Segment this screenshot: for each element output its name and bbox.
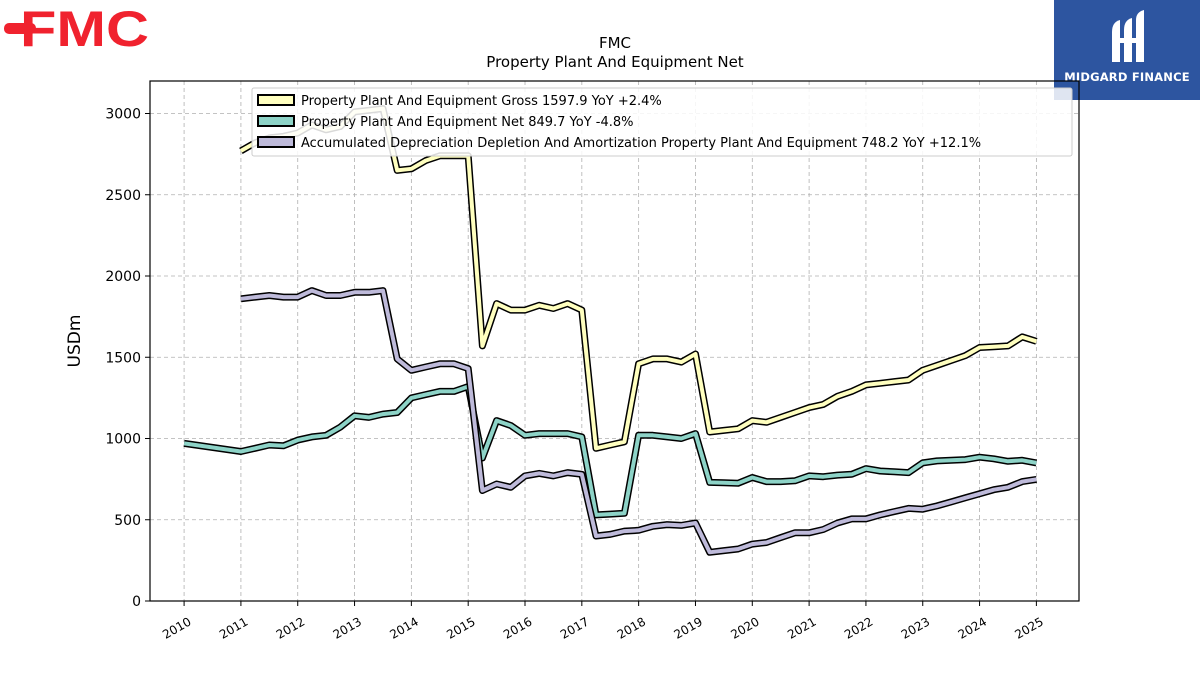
chart-grid xyxy=(150,81,1079,601)
x-tick-label: 2012 xyxy=(274,614,307,641)
y-axis-label: USDm xyxy=(65,315,85,368)
legend-swatch-0 xyxy=(257,94,295,106)
x-tick-label: 2013 xyxy=(331,614,364,641)
x-tick-label: 2010 xyxy=(160,614,193,641)
chart-series xyxy=(183,105,1038,556)
series-line-2 xyxy=(240,288,1037,555)
y-tick-label: 2500 xyxy=(105,188,141,204)
fmc-logo-text: FMC xyxy=(20,1,149,57)
x-tick-label: 2023 xyxy=(899,614,932,641)
y-tick-label: 1000 xyxy=(105,432,141,448)
y-tick-label: 2000 xyxy=(105,269,141,285)
x-tick-label: 2018 xyxy=(615,614,648,641)
x-tick-label: 2011 xyxy=(217,614,250,641)
chart-title: FMC xyxy=(599,34,631,52)
x-tick-label: 2014 xyxy=(387,614,420,641)
y-tick-label: 500 xyxy=(114,513,141,529)
legend-label-2: Accumulated Depreciation Depletion And A… xyxy=(301,136,981,151)
y-axis: 0 500 1000 1500 2000 2500 3000 xyxy=(105,107,150,610)
legend-box xyxy=(251,87,1073,157)
x-tick-label: 2016 xyxy=(501,614,534,641)
x-tick-label: 2020 xyxy=(728,614,761,641)
x-tick-label: 2019 xyxy=(672,614,705,641)
legend-swatch-1 xyxy=(257,115,295,127)
x-tick-label: 2015 xyxy=(444,614,477,641)
series-outline-1 xyxy=(183,383,1038,519)
x-tick-label: 2021 xyxy=(785,614,818,641)
x-tick-label: 2017 xyxy=(558,614,591,641)
badge-text: MIDGARD FINANCE xyxy=(1064,70,1190,84)
y-tick-label: 1500 xyxy=(105,350,141,366)
chart-subtitle: Property Plant And Equipment Net xyxy=(486,53,743,71)
legend-label-1: Property Plant And Equipment Net 849.7 Y… xyxy=(301,115,634,130)
midgard-logo-icon xyxy=(1112,10,1144,62)
x-axis: 2010 2011 2012 2013 2014 2015 2016 2017 2018 2019… xyxy=(160,601,1046,642)
x-tick-label: 2022 xyxy=(842,614,875,641)
fmc-logo: FMC xyxy=(4,1,149,57)
chart-legend: Property Plant And Equipment Gross 1597.… xyxy=(251,87,1073,157)
x-tick-label: 2024 xyxy=(956,614,989,641)
fmc-logo-bar xyxy=(4,23,36,34)
x-tick-label: 2025 xyxy=(1012,614,1045,641)
plot-frame xyxy=(149,80,1080,602)
y-tick-label: 0 xyxy=(132,594,141,610)
midgard-finance-badge: MIDGARD FINANCE xyxy=(1054,0,1200,100)
series-line-1 xyxy=(183,384,1037,517)
y-tick-label: 3000 xyxy=(105,107,141,123)
legend-swatch-2 xyxy=(257,136,295,148)
legend-label-0: Property Plant And Equipment Gross 1597.… xyxy=(301,94,662,109)
